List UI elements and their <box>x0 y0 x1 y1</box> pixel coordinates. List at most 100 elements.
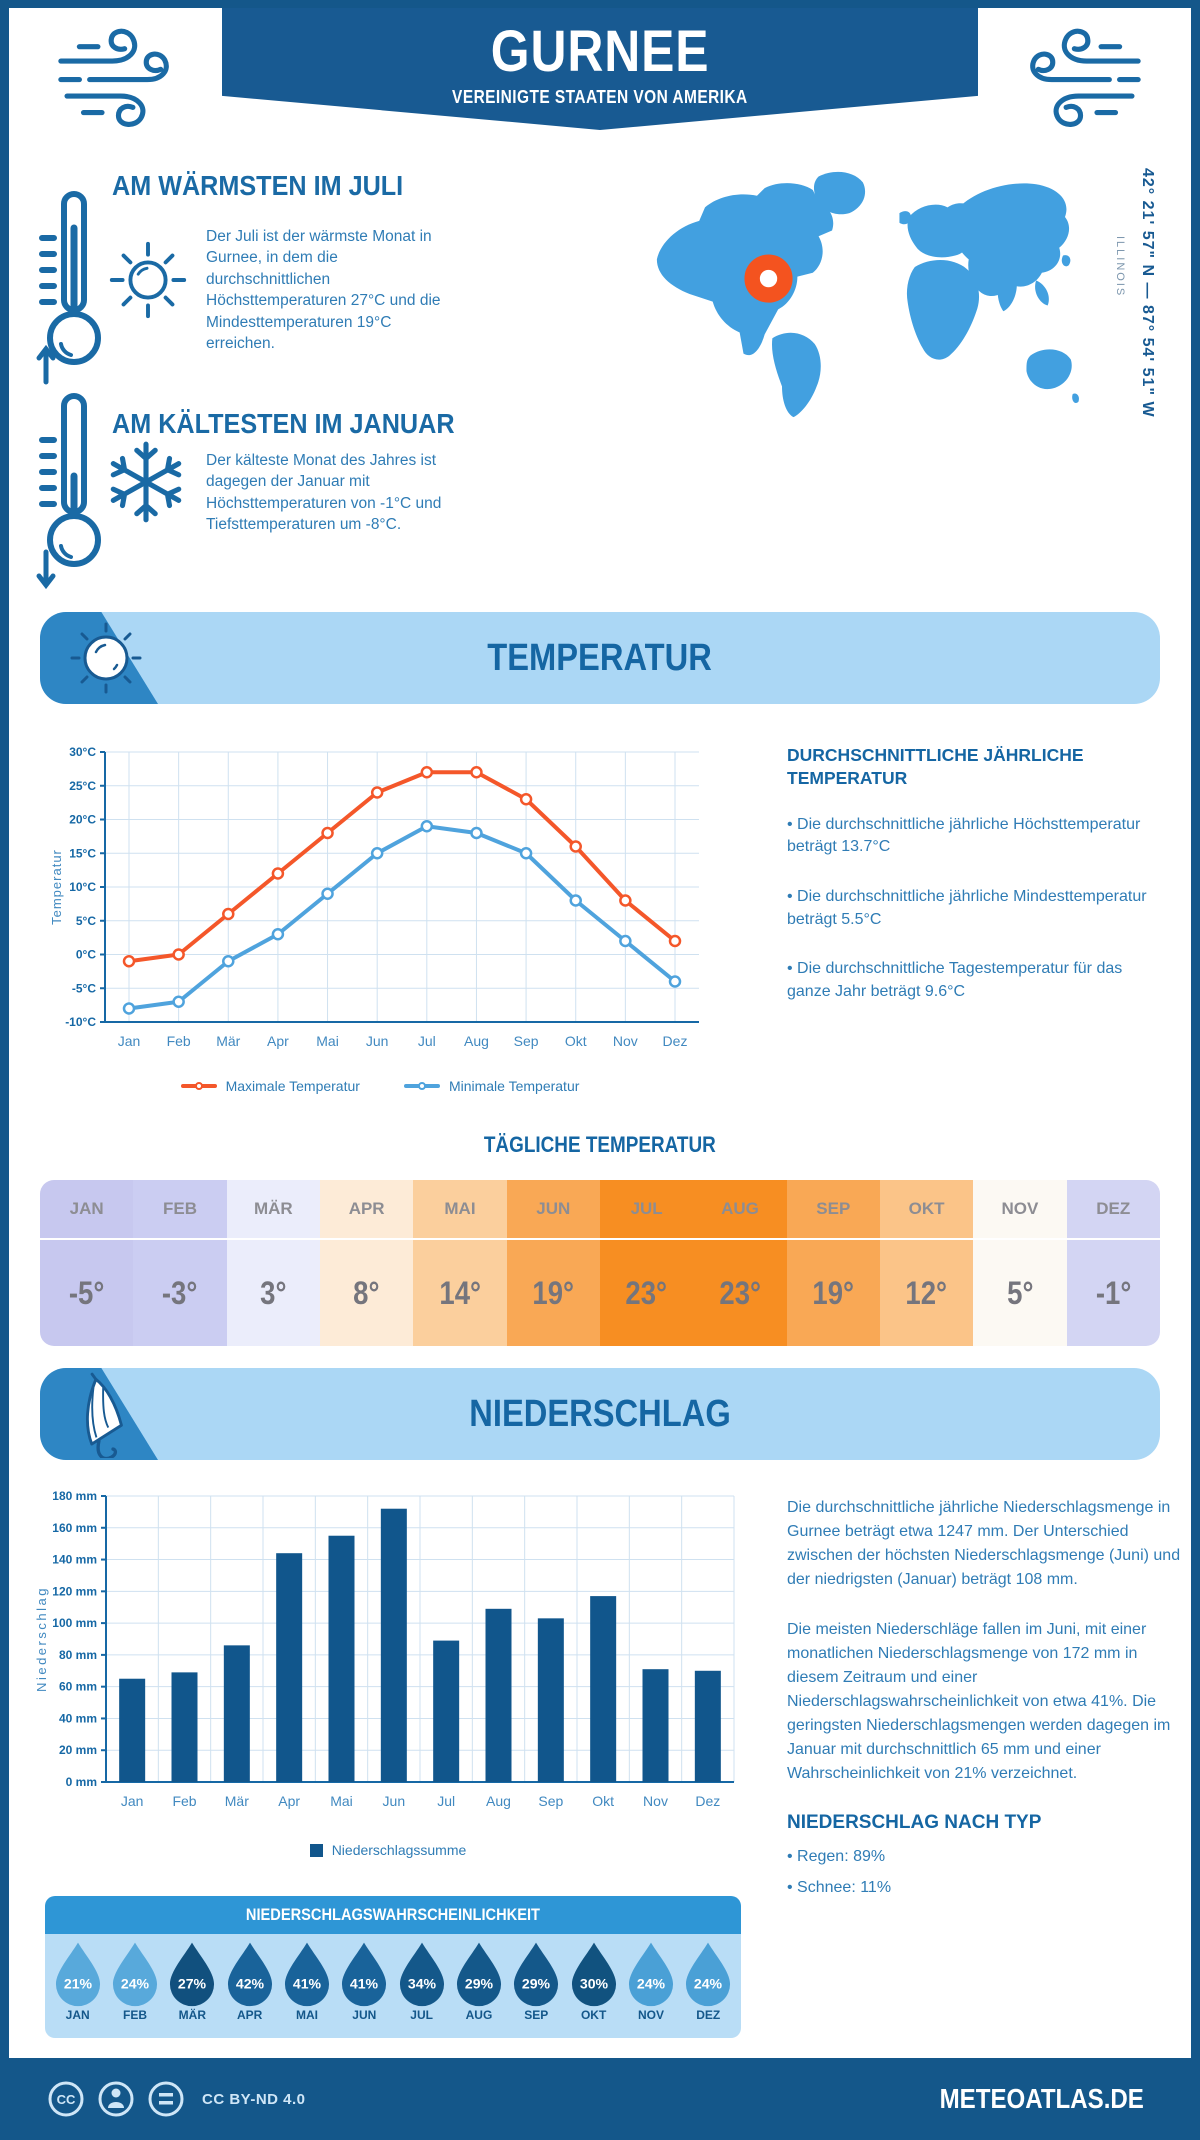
svg-text:-10°C: -10°C <box>65 1015 96 1029</box>
temperature-value: -1° <box>1095 1274 1132 1311</box>
daily-temp-cell: APR 8° <box>319 1180 414 1346</box>
svg-text:Jan: Jan <box>118 1033 141 1049</box>
svg-text:CC: CC <box>57 2092 76 2107</box>
droplet-icon <box>227 1942 272 2007</box>
page-border-right <box>1191 0 1200 2140</box>
svg-text:Jun: Jun <box>383 1793 406 1809</box>
temperature-value: 19° <box>532 1274 575 1311</box>
droplet-month-label: JAN <box>65 2008 90 2022</box>
daily-temp-cell: AUG 23° <box>693 1180 787 1346</box>
list-item: Die meisten Niederschläge fallen im Juni… <box>787 1621 1171 1782</box>
thermometer-down-icon <box>36 393 101 590</box>
month-label: DEZ <box>1066 1180 1160 1240</box>
bar <box>223 1645 250 1782</box>
probability-droplet: 24% DEZ <box>680 1934 737 2038</box>
bar <box>590 1596 617 1782</box>
legend-item: Maximale Temperatur <box>180 1078 360 1094</box>
bar <box>537 1618 564 1782</box>
droplet-icon <box>571 1942 616 2007</box>
list-item: Die durchschnittliche jährliche Niedersc… <box>787 1499 1181 1588</box>
svg-text:41%: 41% <box>293 1975 322 1991</box>
droplet-month-label: NOV <box>637 2008 664 2022</box>
legend-item: Minimale Temperatur <box>403 1078 579 1094</box>
umbrella-badge-icon <box>86 1372 123 1458</box>
temperature-value: 14° <box>439 1274 481 1311</box>
droplet-icon <box>170 1942 215 2007</box>
bar <box>642 1669 669 1782</box>
probability-droplet: 34% JUL <box>393 1934 450 2038</box>
temperature-banner: TEMPERATUR <box>40 612 1160 704</box>
droplet-month-label: MAI <box>295 2008 318 2022</box>
list-item: • Die durchschnittliche jährliche Mindes… <box>787 887 1147 928</box>
svg-text:40 mm: 40 mm <box>59 1711 97 1725</box>
list-item: • Regen: 89% <box>787 1848 886 1865</box>
warmest-heading: AM WÄRMSTEN IM JULI <box>112 170 404 201</box>
droplet-icon <box>628 1942 673 2007</box>
sun-icon <box>109 241 187 319</box>
svg-text:Mai: Mai <box>330 1793 353 1809</box>
warmest-text: Der Juli ist der wärmste Monat in Gurnee… <box>206 228 441 352</box>
droplet-month-label: JUN <box>352 2008 377 2022</box>
droplet-month-label: JUL <box>410 2008 433 2022</box>
droplet-month-label: FEB <box>122 2008 147 2022</box>
svg-text:5°C: 5°C <box>76 914 96 928</box>
svg-text:Okt: Okt <box>592 1793 614 1809</box>
daily-temp-cell: DEZ -1° <box>1066 1180 1160 1346</box>
world-map <box>656 171 1079 418</box>
svg-text:Mai: Mai <box>316 1033 339 1049</box>
svg-text:80 mm: 80 mm <box>59 1648 97 1662</box>
wind-icon-left <box>58 28 169 127</box>
page-title: GURNEE <box>490 19 710 84</box>
temperature-value: 23° <box>719 1274 761 1311</box>
precipitation-section-title: NIEDERSCHLAG <box>469 1393 731 1435</box>
droplet-month-label: OKT <box>580 2008 607 2022</box>
droplet-icon <box>514 1942 559 2007</box>
probability-droplet: 30% OKT <box>565 1934 622 2038</box>
droplet-icon <box>342 1942 387 2007</box>
month-label: JUL <box>599 1180 694 1240</box>
svg-text:20 mm: 20 mm <box>59 1743 97 1757</box>
svg-text:Mär: Mär <box>216 1033 240 1049</box>
svg-text:25°C: 25°C <box>69 779 96 793</box>
temperature-value: -5° <box>68 1274 105 1311</box>
svg-text:120 mm: 120 mm <box>52 1584 97 1598</box>
daily-temp-cell: MÄR 3° <box>226 1180 320 1346</box>
probability-heading: NIEDERSCHLAGSWAHRSCHEINLICHKEIT <box>245 1905 541 1924</box>
svg-text:Dez: Dez <box>663 1033 688 1049</box>
temperature-value: 19° <box>812 1274 855 1311</box>
coordinates-label: 42° 21' 57" N — 87° 54' 51" W <box>1139 168 1156 418</box>
svg-text:140 mm: 140 mm <box>52 1553 97 1567</box>
probability-droplet: 24% FEB <box>106 1934 163 2038</box>
temperature-value: 5° <box>1006 1274 1034 1311</box>
list-item: • Die durchschnittliche Tagestemperatur … <box>787 960 1123 1001</box>
license-icons: CC CC BY-ND 4.0 <box>46 2079 306 2119</box>
snowflake-icon <box>110 441 182 523</box>
month-label: JUN <box>506 1180 600 1240</box>
daily-temperature-heading: TÄGLICHE TEMPERATUR <box>484 1132 716 1157</box>
droplet-icon <box>284 1942 330 2007</box>
precipitation-banner: NIEDERSCHLAG <box>40 1368 1160 1460</box>
temperature-value: 3° <box>260 1274 287 1311</box>
bar <box>276 1553 303 1782</box>
svg-text:Apr: Apr <box>267 1033 289 1049</box>
bar <box>328 1535 355 1782</box>
svg-text:0°C: 0°C <box>76 948 96 962</box>
annual-temperature-block: DURCHSCHNITTLICHE JÄHRLICHE TEMPERATUR •… <box>787 744 1159 1031</box>
droplet-icon <box>456 1942 501 2007</box>
probability-droplet: 24% NOV <box>622 1934 679 2038</box>
region-label: ILLINOIS <box>1114 236 1126 298</box>
svg-text:15°C: 15°C <box>69 846 96 860</box>
svg-text:Okt: Okt <box>565 1033 587 1049</box>
svg-text:Sep: Sep <box>514 1033 539 1049</box>
daily-temp-cell: JUN 19° <box>506 1180 600 1346</box>
daily-temp-cell: MAI 14° <box>413 1180 507 1346</box>
thermometer-up-icon <box>36 191 101 385</box>
svg-text:Dez: Dez <box>695 1793 720 1809</box>
svg-text:Jul: Jul <box>437 1793 455 1809</box>
bar <box>694 1670 721 1782</box>
svg-text:34%: 34% <box>408 1975 437 1991</box>
cc-nd-icon <box>148 2081 184 2117</box>
cc-by-icon <box>98 2081 134 2117</box>
bar <box>485 1608 512 1782</box>
